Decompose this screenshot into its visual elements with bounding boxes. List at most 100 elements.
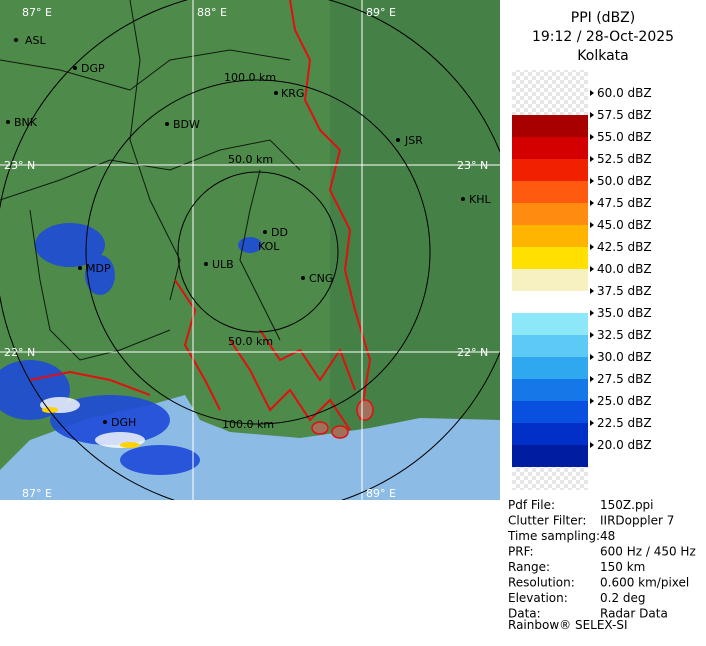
city-label: ASL — [25, 34, 47, 47]
info-value: IIRDoppler 7 — [600, 514, 674, 528]
scale-band — [512, 423, 588, 445]
scale-tick — [590, 134, 594, 140]
scale-tick — [590, 90, 594, 96]
scale-band — [512, 203, 588, 225]
scale-label: 37.5 dBZ — [597, 284, 652, 298]
info-key: PRF: — [508, 545, 534, 559]
city-label: KHL — [469, 193, 491, 206]
scale-band — [512, 247, 588, 269]
panel-title: PPI (dBZ) — [571, 10, 635, 26]
scale-tick — [590, 244, 594, 250]
city-label: BDW — [173, 118, 200, 131]
scale-tick — [590, 200, 594, 206]
panel-location: Kolkata — [577, 48, 628, 64]
range-label: 50.0 km — [228, 335, 273, 348]
scale-tick — [590, 354, 594, 360]
scale-tick — [590, 156, 594, 162]
scale-label: 42.5 dBZ — [597, 240, 652, 254]
scale-label: 27.5 dBZ — [597, 372, 652, 386]
scale-band — [512, 313, 588, 335]
color-scale: 60.0 dBZ 57.5 dBZ 55.0 dBZ 52.5 dBZ 50.0 dBZ… — [512, 86, 652, 467]
footer: Rainbow® SELEX-SI — [508, 618, 628, 632]
scale-label: 30.0 dBZ — [597, 350, 652, 364]
scale-band — [512, 291, 588, 313]
scale-band — [512, 335, 588, 357]
scale-label: 47.5 dBZ — [597, 196, 652, 210]
lat-label: 22° N — [457, 346, 488, 359]
lat-label: 23° N — [457, 159, 488, 172]
scale-label: 32.5 dBZ — [597, 328, 652, 342]
range-label: 100.0 km — [224, 71, 276, 84]
scale-tick — [590, 288, 594, 294]
city-label: DGP — [81, 62, 105, 75]
scale-band — [512, 379, 588, 401]
map: 87° E 88° E 89° E 23° N 23° N 22° N 22° … — [0, 0, 500, 500]
info-panel: Pdf File: 150Z.ppi Clutter Filter: IIRDoppl… — [507, 498, 696, 621]
panel-datetime: 19:12 / 28-Oct-2025 — [532, 29, 674, 45]
scale-label: 57.5 dBZ — [597, 108, 652, 122]
city-label: DGH — [111, 416, 136, 429]
scale-band — [512, 225, 588, 247]
city-label: JSR — [404, 134, 423, 147]
range-label: 100.0 km — [222, 418, 274, 431]
scale-label: 60.0 dBZ — [597, 86, 652, 100]
info-key: Resolution: — [508, 576, 575, 590]
info-key: Range: — [508, 560, 550, 574]
city-label: BNK — [14, 116, 38, 129]
info-value: 48 — [600, 529, 615, 543]
scale-band — [512, 401, 588, 423]
info-key: Pdf File: — [508, 498, 555, 512]
scale-band — [512, 269, 588, 291]
scale-tick — [590, 376, 594, 382]
scale-label: 20.0 dBZ — [597, 438, 652, 452]
scale-label: 25.0 dBZ — [597, 394, 652, 408]
scale-band — [512, 181, 588, 203]
info-value: 150 km — [600, 560, 645, 574]
lon-label: 89° E — [366, 487, 396, 500]
scale-tick — [590, 332, 594, 338]
city-label: DD — [271, 226, 288, 239]
scale-band — [512, 445, 588, 467]
info-key: Time sampling: — [507, 529, 600, 543]
info-key: Data: — [508, 607, 541, 621]
lon-label: 87° E — [22, 487, 52, 500]
city-label: ULB — [212, 258, 234, 271]
scale-label: 52.5 dBZ — [597, 152, 652, 166]
info-value: 0.2 deg — [600, 591, 646, 605]
scale-band — [512, 115, 588, 137]
city-label: KOL — [258, 240, 280, 253]
scale-label: 50.0 dBZ — [597, 174, 652, 188]
scale-label: 55.0 dBZ — [597, 130, 652, 144]
info-key: Clutter Filter: — [508, 514, 586, 528]
info-value: 150Z.ppi — [600, 498, 654, 512]
info-key: Elevation: — [508, 591, 568, 605]
scale-tick — [590, 310, 594, 316]
city-label: CNG — [309, 272, 333, 285]
scale-band — [512, 357, 588, 379]
city-label: MDP — [86, 262, 111, 275]
scale-tick — [590, 178, 594, 184]
scale-band — [512, 137, 588, 159]
scale-tick — [590, 112, 594, 118]
scale-label: 40.0 dBZ — [597, 262, 652, 276]
info-value: 0.600 km/pixel — [600, 576, 689, 590]
scale-label: 22.5 dBZ — [597, 416, 652, 430]
scale-tick — [590, 222, 594, 228]
lon-label: 89° E — [366, 6, 396, 19]
scale-tick — [590, 398, 594, 404]
lon-label: 87° E — [22, 6, 52, 19]
lat-label: 22° N — [4, 346, 35, 359]
scale-tick — [590, 420, 594, 426]
scale-tick — [590, 442, 594, 448]
info-value: 600 Hz / 450 Hz — [600, 545, 696, 559]
scale-label: 45.0 dBZ — [597, 218, 652, 232]
info-value: Radar Data — [600, 607, 668, 621]
scale-blank — [512, 70, 588, 115]
lon-label: 88° E — [197, 6, 227, 19]
scale-label: 35.0 dBZ — [597, 306, 652, 320]
range-label: 50.0 km — [228, 153, 273, 166]
lat-label: 23° N — [4, 159, 35, 172]
scale-band — [512, 159, 588, 181]
